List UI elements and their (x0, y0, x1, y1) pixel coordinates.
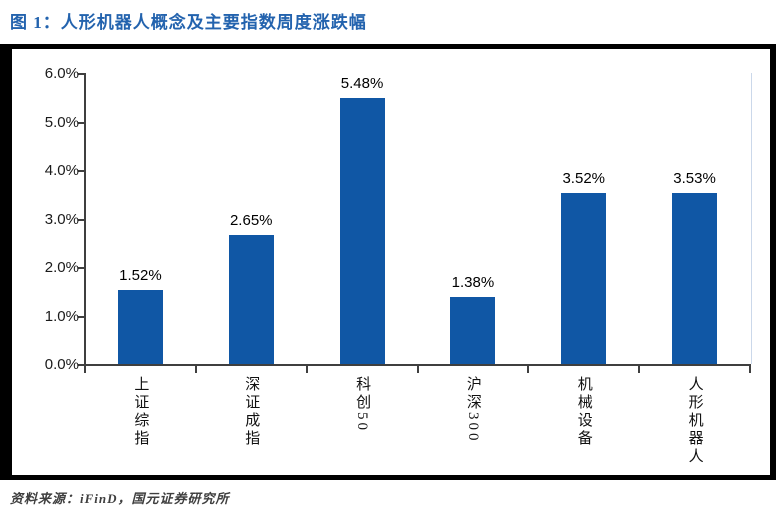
bar-value-label: 3.53% (673, 170, 716, 187)
x-category-label: 上证综指 (132, 376, 149, 448)
x-category-label: 深证成指 (243, 376, 260, 448)
y-tick-mark (78, 121, 84, 124)
y-tick-label: 2.0% (44, 259, 79, 276)
y-tick-mark (78, 170, 84, 172)
x-tick-mark (305, 364, 308, 373)
bar-value-label: 5.48% (340, 75, 384, 92)
x-category-label: 沪深300 (464, 376, 481, 444)
bar (450, 297, 496, 364)
figure-frame-left-bar (0, 44, 12, 480)
figure-title: 图 1：人形机器人概念及主要指数周度涨跌幅 (10, 13, 367, 32)
bar-value-label: 1.38% (451, 274, 495, 291)
y-tick-mark (78, 218, 84, 221)
x-tick-mark (527, 364, 530, 373)
y-tick-mark (78, 73, 84, 75)
x-category-label: 机械设备 (575, 376, 592, 448)
bar (228, 235, 274, 364)
bar (561, 193, 607, 364)
x-tick-mark (84, 364, 86, 373)
x-category-label: 人形机器人 (686, 376, 703, 466)
y-tick-mark (78, 267, 84, 269)
bar-value-label: 2.65% (229, 212, 273, 229)
y-axis-line (84, 73, 86, 366)
bar-chart-canvas (12, 49, 770, 475)
y-tick-label: 5.0% (44, 113, 79, 131)
figure-source-note: 资料来源：iFinD，国元证券研究所 (10, 491, 230, 506)
y-tick-label: 0.0% (44, 356, 79, 373)
y-tick-label: 1.0% (44, 307, 79, 325)
x-tick-mark (638, 364, 641, 373)
x-tick-mark (749, 364, 751, 373)
plot-right-border (751, 73, 752, 364)
y-tick-mark (78, 364, 84, 366)
y-tick-label: 3.0% (44, 210, 79, 228)
y-tick-mark (78, 315, 84, 318)
y-tick-label: 6.0% (44, 65, 79, 82)
bar (339, 98, 385, 364)
figure-frame-top-rule (0, 44, 776, 49)
bar-value-label: 3.52% (562, 170, 606, 187)
bar (117, 290, 163, 364)
bar (672, 193, 718, 364)
y-tick-label: 4.0% (44, 162, 79, 179)
x-category-label: 科创50 (354, 376, 371, 433)
figure-frame-bottom-rule (0, 475, 776, 480)
bar-value-label: 1.52% (119, 267, 162, 284)
figure-frame-right-bar (770, 44, 776, 480)
x-tick-mark (416, 364, 419, 373)
x-tick-mark (194, 364, 197, 373)
